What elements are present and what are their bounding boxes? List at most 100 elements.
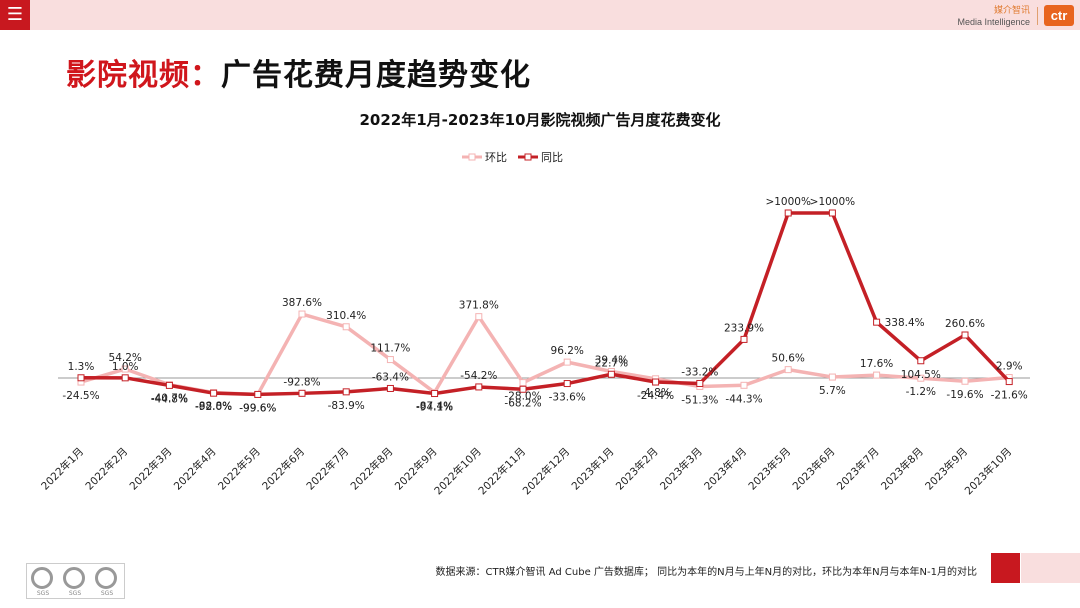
x-tick-label: 2022年1月 [38, 445, 86, 493]
footer-accent-red [991, 553, 1020, 583]
x-tick-label: 2023年10月 [962, 445, 1014, 497]
data-label-yoy: 1.0% [112, 361, 139, 373]
data-point-yoy [121, 374, 129, 382]
data-point-mom [784, 366, 792, 374]
x-tick-label: 2022年3月 [127, 445, 175, 493]
x-tick-label: 2022年5月 [215, 445, 263, 493]
data-label-mom: -28.0% [504, 391, 541, 403]
data-point-mom [475, 313, 483, 321]
sgs-cert-logos: SGS SGS SGS [26, 563, 125, 599]
data-point-yoy [475, 383, 483, 391]
x-tick-label: 2023年5月 [746, 445, 794, 493]
sgs-cert-icon: SGS [59, 564, 91, 598]
data-label-mom: -87.4% [416, 400, 453, 412]
data-label-yoy: 260.6% [945, 318, 985, 330]
page-title: 影院视频：广告花费月度趋势变化 [66, 50, 531, 94]
page-title-rest: 广告花费月度趋势变化 [221, 58, 531, 93]
data-point-mom [740, 381, 748, 389]
data-point-yoy [873, 318, 881, 326]
data-point-yoy [563, 380, 571, 388]
x-tick-label: 2022年12月 [520, 445, 572, 497]
data-point-yoy [386, 384, 394, 392]
data-label-mom: -19.6% [946, 389, 983, 401]
data-label-mom: 387.6% [282, 297, 322, 309]
data-point-yoy [740, 335, 748, 343]
x-tick-label: 2023年7月 [834, 445, 882, 493]
series-line-yoy [80, 211, 1011, 397]
data-point-mom [298, 310, 306, 318]
x-tick-label: 2023年4月 [701, 445, 749, 493]
data-label-yoy: -94.1% [416, 402, 453, 414]
data-point-yoy [165, 381, 173, 389]
data-label-yoy: -54.2% [460, 370, 497, 382]
data-point-yoy [828, 209, 836, 217]
data-label-yoy: -63.4% [372, 371, 409, 383]
x-tick-label: 2022年8月 [348, 445, 396, 493]
x-tick-label: 2023年9月 [922, 445, 970, 493]
x-tick-label: 2023年3月 [657, 445, 705, 493]
data-point-yoy [254, 390, 262, 398]
data-label-mom: -88.8% [195, 401, 232, 413]
data-point-mom [121, 365, 129, 373]
x-tick-label: 2022年4月 [171, 445, 219, 493]
data-point-yoy [298, 389, 306, 397]
legend-marker [468, 153, 476, 161]
chart-title: 2022年1月-2023年10月影院视频广告月度花费变化 [359, 111, 720, 129]
data-label-yoy: 22.7% [595, 357, 628, 369]
data-label-mom: 111.7% [370, 343, 410, 355]
data-point-mom [563, 358, 571, 366]
data-point-yoy [342, 388, 350, 396]
data-point-yoy [519, 385, 527, 393]
brand-text: 媒介智讯 Media Intelligence [957, 6, 1030, 28]
source-note: 数据来源：CTR媒介智讯 Ad Cube 广告数据库； 同比为本年的N月与上年N… [435, 567, 977, 578]
data-point-mom [519, 379, 527, 387]
data-point-yoy [1005, 378, 1013, 386]
data-label-mom: -44.3% [725, 393, 762, 405]
x-tick-label: 2023年1月 [569, 445, 617, 493]
data-label-mom: 50.6% [772, 353, 805, 365]
data-label-mom: 17.6% [860, 358, 893, 370]
footer-accent-pink [1021, 553, 1080, 583]
x-tick-label: 2022年6月 [259, 445, 307, 493]
series-line-mom [80, 312, 1010, 397]
data-label-yoy: 338.4% [885, 317, 925, 329]
x-tick-label: 2022年7月 [304, 445, 352, 493]
data-point-yoy [431, 390, 439, 398]
x-tick-label: 2022年9月 [392, 445, 440, 493]
menu-icon[interactable]: ☰ [0, 0, 30, 30]
data-point-mom [828, 373, 836, 381]
ctr-logo: ctr [1044, 5, 1074, 26]
legend-label: 同比 [541, 151, 563, 164]
x-tick-label: 2023年8月 [878, 445, 926, 493]
data-point-yoy [607, 370, 615, 378]
data-point-yoy [77, 374, 85, 382]
data-label-yoy: -33.2% [681, 366, 718, 378]
data-point-mom [961, 377, 969, 385]
data-label-mom: 96.2% [551, 345, 584, 357]
x-tick-label: 2023年2月 [613, 445, 661, 493]
data-label-yoy: -44.8% [151, 393, 188, 405]
data-label-mom: 310.4% [326, 310, 366, 322]
data-label-yoy: -33.6% [549, 392, 586, 404]
data-label-yoy: -68.2% [504, 397, 541, 409]
data-point-mom [386, 356, 394, 364]
data-label-yoy: -24.4% [637, 390, 674, 402]
data-label-yoy: -83.9% [328, 400, 365, 412]
data-point-yoy [784, 209, 792, 217]
data-label-mom: 5.7% [819, 385, 846, 397]
data-label-yoy: 233.9% [724, 322, 764, 334]
data-point-yoy [210, 389, 218, 397]
data-label-mom: -4.8% [640, 387, 670, 399]
x-tick-label: 2023年6月 [790, 445, 838, 493]
data-point-yoy [696, 379, 704, 387]
data-point-yoy [652, 378, 660, 386]
sgs-cert-icon: SGS [27, 564, 59, 598]
data-point-mom [873, 371, 881, 379]
sgs-cert-icon: SGS [91, 564, 123, 598]
data-label-yoy: -21.6% [991, 390, 1028, 402]
data-point-mom [342, 323, 350, 331]
data-point-yoy [961, 331, 969, 339]
legend-marker [524, 153, 532, 161]
data-label-yoy: -99.6% [239, 402, 276, 414]
